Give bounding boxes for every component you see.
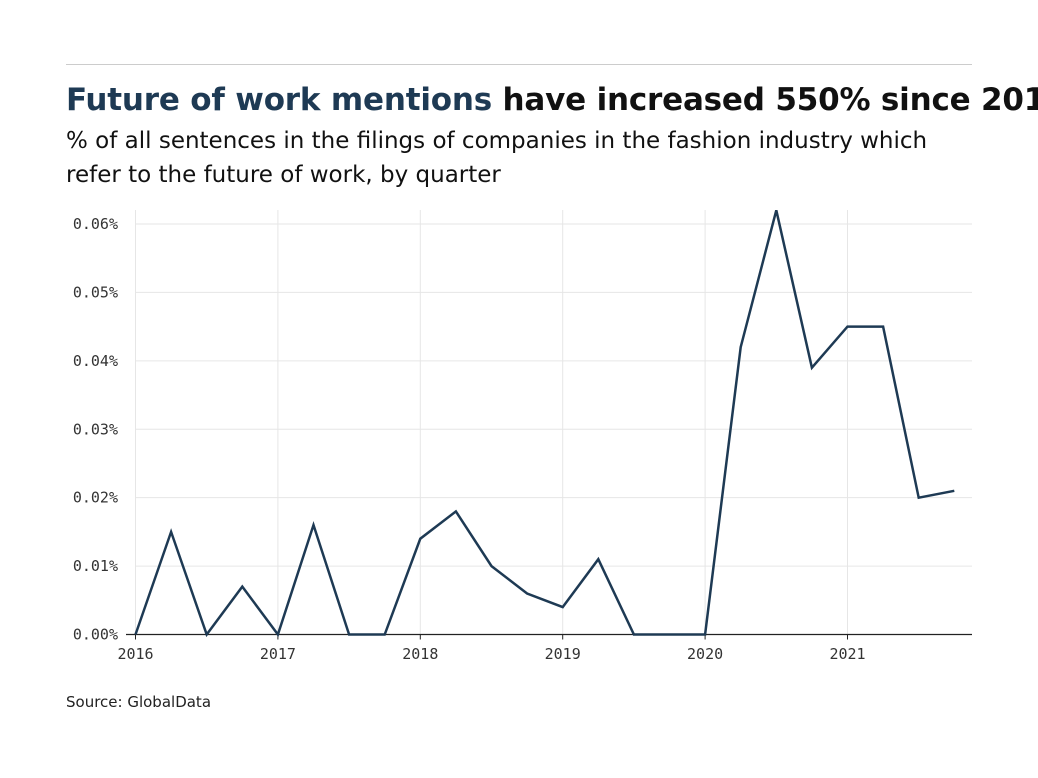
x-tick-label: 2020 (687, 645, 723, 663)
x-tick-label: 2018 (402, 645, 438, 663)
y-tick-label: 0.05% (73, 283, 118, 301)
x-tick-label: 2021 (829, 645, 865, 663)
chart-title-highlight: Future of work mentions (66, 82, 492, 118)
y-tick-label: 0.03% (73, 420, 118, 438)
x-tick-label: 2016 (117, 645, 153, 663)
line-chart: 0.00% 0.01% 0.02% 0.03% 0.04% 0.05% 0.06% 2016 2… (73, 209, 972, 663)
series-layer (134, 209, 955, 638)
source-note: Source: GlobalData (66, 693, 212, 711)
top-rule (66, 64, 972, 65)
series-line (134, 209, 955, 638)
x-tick-label: 2019 (545, 645, 581, 663)
y-tick-label: 0.06% (73, 215, 118, 233)
y-tick-label: 0.01% (73, 557, 118, 575)
chart-subtitle: % of all sentences in the filings of com… (66, 128, 928, 188)
chart-title-rest: have increased 550% since 2016 (491, 82, 1038, 118)
grid-layer (135, 210, 972, 635)
y-tick-label: 0.02% (73, 489, 118, 507)
y-tick-label: 0.00% (73, 626, 118, 644)
x-tick-label: 2017 (260, 645, 296, 663)
y-tick-label: 0.04% (73, 352, 118, 370)
chart-title: Future of work mentions have increased 5… (66, 80, 1038, 120)
axis-layer (126, 633, 972, 640)
label-layer: 0.00% 0.01% 0.02% 0.03% 0.04% 0.05% 0.06% 2016 2… (73, 215, 866, 663)
